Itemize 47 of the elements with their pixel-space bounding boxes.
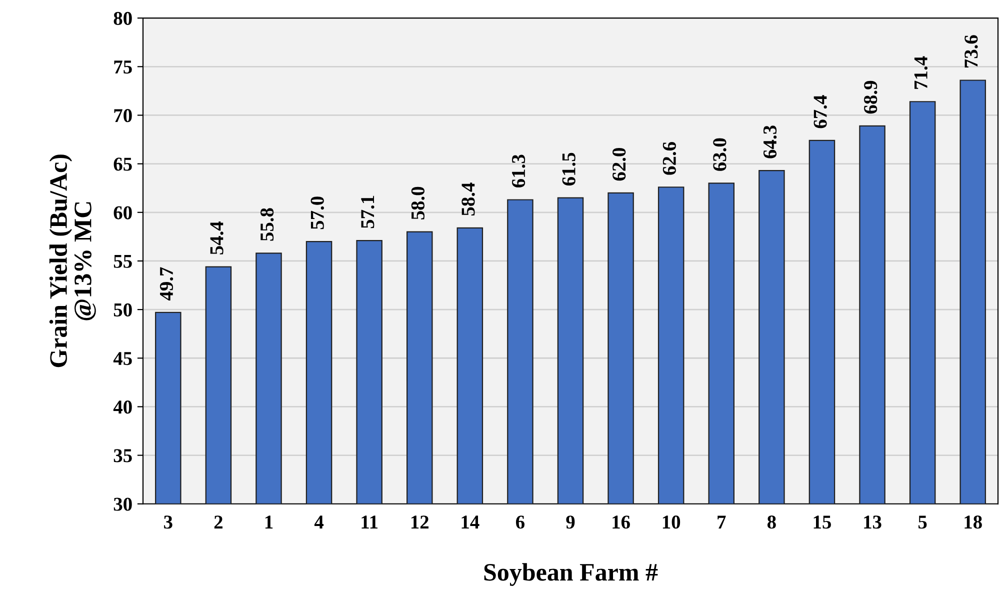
x-tick-label: 18 [964, 516, 982, 529]
y-tick-label: 55 [114, 254, 132, 268]
y-tick-label: 40 [113, 400, 132, 414]
x-axis-title: Soybean Farm # [484, 563, 658, 586]
x-tick-label: 4 [314, 516, 324, 528]
x-tick-label: 12 [411, 516, 429, 528]
x-tick-label: 16 [612, 516, 630, 529]
data-label: 57.0 [310, 196, 324, 230]
data-label: 73.6 [964, 35, 978, 68]
x-tick-label: 3 [164, 516, 172, 529]
y-tick-label: 45 [113, 352, 132, 366]
data-label: 62.0 [612, 148, 626, 181]
x-tick-label: 9 [566, 516, 575, 529]
data-label: 64.3 [763, 126, 777, 158]
x-tick-label: 13 [864, 516, 882, 529]
y-tick-label: 50 [114, 303, 132, 316]
y-tick-label: 80 [114, 12, 132, 25]
x-tick-label: 11 [362, 516, 378, 528]
y-axis-title: Grain Yield (Bu/Ac) @13% MC [49, 154, 96, 368]
data-label: 58.4 [462, 182, 475, 216]
data-label: 68.9 [864, 80, 878, 114]
x-tick-label: 10 [662, 516, 680, 529]
data-label: 71.4 [914, 56, 928, 89]
data-label: 55.8 [260, 208, 274, 241]
y-tick-label: 35 [114, 449, 132, 462]
data-label: 57.1 [361, 196, 374, 228]
x-tick-label: 6 [516, 516, 524, 529]
data-label: 49.7 [160, 267, 174, 301]
y-tick-label: 30 [114, 498, 132, 511]
x-tick-label: 8 [767, 516, 776, 529]
data-label: 61.5 [562, 152, 576, 186]
y-tick-label: 65 [114, 158, 132, 171]
data-label: 62.6 [662, 142, 676, 175]
y-tick-label: 75 [114, 60, 132, 74]
y-tick-label: 60 [114, 206, 132, 220]
data-label: 58.0 [411, 186, 425, 220]
x-tick-label: 14 [462, 516, 480, 528]
y-tick-label: 70 [114, 109, 132, 122]
data-label: 63.0 [713, 138, 726, 171]
x-tick-label: 1 [265, 516, 273, 528]
x-tick-label: 15 [814, 516, 831, 529]
data-label: 54.4 [210, 221, 224, 254]
data-label: 67.4 [814, 95, 827, 128]
x-tick-label: 5 [918, 516, 927, 529]
x-tick-label: 7 [718, 516, 726, 528]
x-tick-label: 2 [214, 516, 222, 528]
data-label: 61.3 [512, 154, 526, 188]
